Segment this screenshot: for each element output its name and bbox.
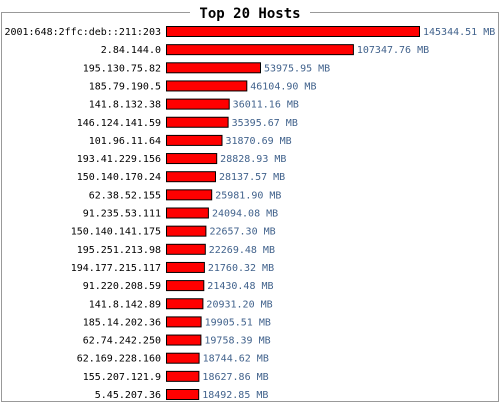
host-bar [166,243,206,255]
host-label: 91.235.53.111 [83,209,161,220]
host-bar [166,298,204,310]
host-bar [166,316,202,328]
host-label: 101.96.11.64 [89,136,161,147]
chart-title: Top 20 Hosts [199,6,300,22]
host-label: 150.140.141.175 [71,227,161,238]
host-value-label: 21760.32 MB [208,263,274,274]
host-bar [166,98,230,110]
host-value-label: 18492.85 MB [202,390,268,401]
host-label: 2001:648:2ffc:deb::211:203 [4,27,161,38]
host-label: 193.41.229.156 [77,154,161,165]
host-value-label: 21430.48 MB [207,281,273,292]
host-label: 91.220.208.59 [83,281,161,292]
host-value-label: 28137.57 MB [219,172,285,183]
host-value-label: 46104.90 MB [250,81,316,92]
host-value-label: 28828.93 MB [220,154,286,165]
host-label: 185.14.202.36 [83,317,161,328]
host-label: 141.8.132.38 [89,100,161,111]
host-value-label: 35395.67 MB [232,118,298,129]
host-label: 185.79.190.5 [89,81,161,92]
host-bar [166,370,200,382]
host-label: 195.130.75.82 [83,63,161,74]
host-value-label: 31870.69 MB [225,136,291,147]
host-bar [166,116,229,128]
host-bar [166,352,200,364]
host-value-label: 53975.95 MB [264,63,330,74]
host-label: 194.177.215.117 [71,263,161,274]
host-bar [166,189,213,201]
host-bar [166,261,205,273]
host-bar [166,171,216,183]
host-label: 195.251.213.98 [77,245,161,256]
host-bar [166,44,354,56]
host-bar [166,389,200,400]
host-value-label: 20931.20 MB [206,299,272,310]
host-label: 155.207.121.9 [83,372,161,383]
host-label: 5.45.207.36 [95,390,161,401]
host-label: 62.38.52.155 [89,190,161,201]
host-value-label: 22269.48 MB [209,245,275,256]
host-value-label: 145344.51 MB [423,27,495,38]
host-value-label: 22657.30 MB [209,227,275,238]
host-value-label: 19758.39 MB [204,336,270,347]
host-bar [166,334,202,346]
host-value-label: 25981.90 MB [215,190,281,201]
host-value-label: 36011.16 MB [233,100,299,111]
host-bar [166,26,420,37]
host-value-label: 18744.62 MB [203,354,269,365]
host-value-label: 107347.76 MB [357,45,429,56]
host-bar [166,280,205,292]
host-bar [166,207,209,219]
host-bar [166,153,218,165]
host-label: 146.124.141.59 [77,118,161,129]
host-label: 62.169.228.160 [77,354,161,365]
host-bar [166,62,261,74]
host-value-label: 18627.86 MB [202,372,268,383]
host-bar [166,80,248,92]
host-value-label: 24094.08 MB [212,209,278,220]
host-label: 141.8.142.89 [89,299,161,310]
host-label: 2.84.144.0 [101,45,161,56]
host-bar [166,225,207,237]
host-bar [166,134,223,146]
title-background [190,2,310,22]
host-label: 150.140.170.24 [77,172,161,183]
host-value-label: 19905.51 MB [205,317,271,328]
host-label: 62.74.242.250 [83,336,161,347]
